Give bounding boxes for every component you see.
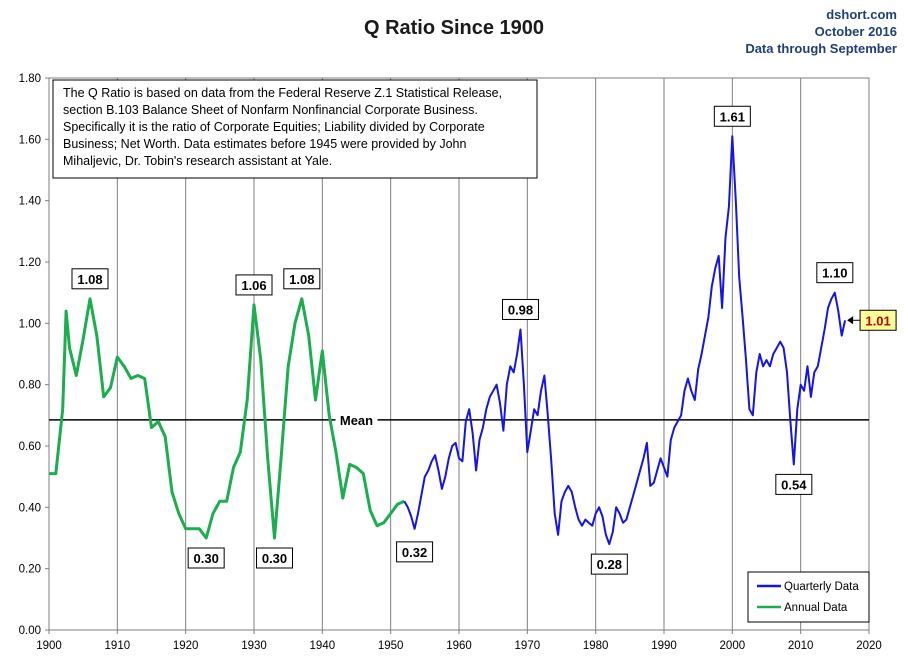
annotation-box	[71, 268, 109, 290]
x-tick-label: 1940	[310, 640, 336, 652]
mean-label: Mean	[340, 413, 373, 428]
annotation-box	[396, 541, 434, 563]
y-tick-label: 1.00	[19, 318, 41, 330]
annotation-box	[859, 309, 897, 331]
annotation-label: 0.32	[402, 545, 427, 560]
x-tick-label: 1900	[36, 640, 62, 652]
legend: Quarterly Data Annual Data	[747, 571, 870, 623]
mean-label-bg	[335, 411, 378, 427]
note-box-frame	[52, 79, 538, 179]
annotation-label: 0.28	[597, 557, 622, 572]
annotation-label: 1.10	[822, 266, 847, 281]
annotation-label: 0.98	[508, 302, 533, 317]
annotation-box	[235, 274, 273, 296]
source-label: dshort.com	[826, 7, 897, 22]
note-box: The Q Ratio is based on data from the Fe…	[52, 79, 538, 179]
y-tick-label: 0.20	[19, 564, 41, 576]
annotation-box	[187, 547, 225, 569]
y-tick-label: 0.40	[19, 502, 41, 514]
annotation-label: 0.30	[262, 551, 287, 566]
x-tick-label: 1980	[583, 640, 609, 652]
y-tick-label: 0.00	[19, 625, 41, 637]
y-axis-ticks: 0.00 0.20 0.40 0.60 0.80 1.00 1.20 1.40 1.60 1.80	[19, 73, 49, 637]
note-line-5: Mihaljevic, Dr. Tobin's research assista…	[63, 154, 332, 168]
annotation-box	[590, 553, 628, 575]
series-line-annual	[49, 297, 405, 540]
legend-frame	[747, 571, 870, 623]
annotation-group: 1.08 1.06 1.08 0.30 0.30 0.32 0.98 0.28 1.61 0.54…	[71, 105, 897, 575]
x-axis-ticks: 1900 1910 1920 1930 1940 1950 1960 1970 1980 1990…	[36, 630, 882, 652]
annotation-arrowhead	[847, 316, 854, 325]
note-line-3: Specifically it is the ratio of Corporat…	[63, 120, 485, 134]
x-tick-label: 1960	[446, 640, 472, 652]
annotation-label: 1.61	[720, 109, 745, 124]
y-tick-label: 1.60	[19, 134, 41, 146]
annotation-label: 1.08	[77, 272, 102, 287]
annotation-label: 1.06	[241, 278, 266, 293]
annotation-label: 1.08	[289, 272, 314, 287]
note-line-2: section B.103 Balance Sheet of Nonfarm N…	[63, 103, 478, 117]
legend-label-quarterly: Quarterly Data	[784, 581, 859, 593]
y-tick-label: 1.80	[19, 73, 41, 85]
mean-group: Mean	[49, 411, 869, 428]
annotation-box	[502, 298, 539, 320]
annotation-box	[816, 262, 854, 284]
y-tick-label: 1.40	[19, 196, 41, 208]
x-tick-label: 2010	[788, 640, 814, 652]
y-tick-label: 0.80	[19, 380, 41, 392]
series-group	[49, 135, 847, 546]
data-through-label: Data through September	[745, 41, 897, 56]
annotation-box	[775, 473, 813, 495]
x-tick-label: 1910	[105, 640, 131, 652]
annotation-box	[256, 547, 293, 569]
chart-title: Q Ratio Since 1900	[364, 17, 544, 39]
annotation-box	[713, 105, 751, 127]
annotation-box	[283, 268, 321, 290]
note-line-1: The Q Ratio is based on data from the Fe…	[63, 86, 502, 100]
legend-label-annual: Annual Data	[784, 602, 848, 614]
date-label: October 2016	[815, 24, 897, 39]
x-tick-label: 1950	[378, 640, 404, 652]
note-line-4: Business; Net Worth. Data estimates befo…	[63, 137, 467, 151]
y-tick-label: 0.60	[19, 441, 41, 453]
y-tick-label: 1.20	[19, 257, 41, 269]
x-tick-label: 1970	[515, 640, 541, 652]
x-tick-label: 1990	[651, 640, 677, 652]
series-line-quarterly	[403, 135, 847, 546]
x-tick-label: 2000	[720, 640, 746, 652]
annotation-label: 0.30	[194, 551, 219, 566]
x-tick-label: 1920	[173, 640, 199, 652]
annotation-label: 1.01	[865, 313, 890, 328]
x-tick-label: 2020	[856, 640, 882, 652]
x-tick-label: 1930	[241, 640, 267, 652]
annotation-label: 0.54	[781, 477, 807, 492]
